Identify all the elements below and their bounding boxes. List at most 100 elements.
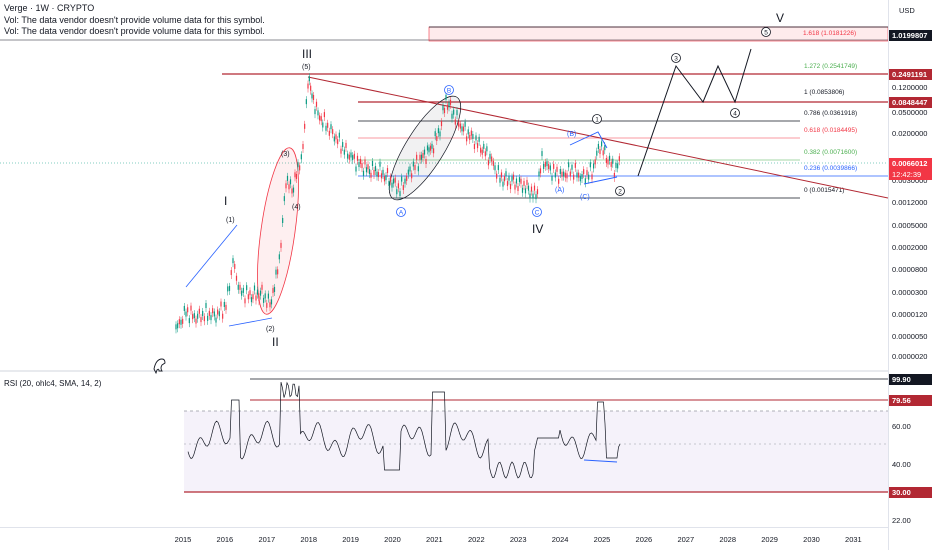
- svg-text:3: 3: [674, 56, 678, 63]
- candle-body: [263, 297, 265, 303]
- candle-body: [423, 149, 426, 155]
- price-tick: 0.0000020: [892, 352, 928, 361]
- candle-body: [613, 172, 615, 178]
- price-chart-pane[interactable]: 1.618 (1.0181226) 1.272 (0.2541749) 1 (0.0…: [0, 0, 888, 527]
- candle-body: [327, 122, 329, 128]
- candle-body: [394, 177, 396, 183]
- price-axis[interactable]: USD 0.1200000 0.0500000 0.0200000 0.0030000…: [888, 0, 932, 550]
- candle-body: [345, 142, 347, 148]
- price-tick: 0.0000050: [892, 332, 928, 341]
- descending-trendline[interactable]: [307, 76, 888, 199]
- candle-body: [451, 113, 453, 119]
- candle-body: [320, 116, 322, 122]
- svg-text:A: A: [399, 210, 404, 217]
- candle-body: [177, 323, 179, 329]
- candle-body: [563, 171, 565, 177]
- candle-body: [467, 129, 469, 135]
- candle-body: [397, 183, 399, 189]
- chart-legend: Verge · 1W · CRYPTO Vol: The data vendor…: [4, 3, 265, 38]
- candle-body: [275, 269, 277, 275]
- time-axis[interactable]: 2015 2016 2017 2018 2019 2020 2021 2022 2023 2024…: [0, 527, 888, 551]
- candle-body: [261, 284, 263, 290]
- candle-body: [610, 161, 612, 167]
- rsi-divergence-line[interactable]: [583, 459, 618, 463]
- candle-body: [554, 172, 556, 178]
- candle-body: [325, 125, 327, 131]
- candle-body: [270, 299, 273, 305]
- candle-body: [175, 324, 177, 330]
- wave-B-triangle-top[interactable]: [569, 131, 608, 149]
- rsi-tick-60: 60.00: [892, 422, 911, 431]
- candle-body: [207, 315, 209, 321]
- candle-body: [407, 169, 409, 175]
- candle-body: [212, 308, 214, 314]
- candle-body: [571, 164, 573, 170]
- candle-body: [213, 311, 215, 317]
- rsi-tick-40: 40.00: [892, 460, 911, 469]
- candle-body: [434, 131, 436, 137]
- wave-2-sub-label: (2): [266, 326, 275, 333]
- candle-body: [383, 176, 386, 182]
- rsi-title[interactable]: RSI (20, ohlc4, SMA, 14, 2): [4, 379, 102, 388]
- candle-body: [294, 172, 296, 178]
- year-tick: 2019: [342, 535, 359, 544]
- candle-body: [365, 167, 368, 173]
- candle-body: [244, 298, 246, 304]
- candle-body: [576, 172, 578, 178]
- candle-body: [559, 169, 561, 175]
- wave-C-triangle-bottom[interactable]: [583, 176, 618, 185]
- price-tick: 0.0000300: [892, 288, 928, 297]
- candle-body: [499, 177, 501, 183]
- candle-body: [556, 166, 558, 172]
- candle-body: [368, 169, 371, 175]
- currency-label[interactable]: USD: [899, 6, 915, 15]
- price-tick: 0.0000120: [892, 310, 928, 319]
- price-tick: 0.0500000: [892, 108, 928, 117]
- wave-3-sub-label: (3): [281, 151, 290, 158]
- year-tick: 2018: [300, 535, 318, 544]
- candle-body: [230, 270, 232, 276]
- candle-body: [246, 285, 248, 291]
- candle-body: [462, 126, 465, 132]
- candle-body: [446, 104, 449, 110]
- candle-body: [431, 143, 433, 149]
- candle-body: [518, 177, 521, 183]
- candle-body: [497, 165, 499, 171]
- symbol-line[interactable]: Verge · 1W · CRYPTO: [4, 3, 95, 13]
- fib-level-label: 0.236 (0.0039866): [804, 165, 857, 172]
- fib-extension[interactable]: [222, 26, 888, 199]
- candle-body: [193, 313, 195, 319]
- year-tick: 2017: [258, 535, 276, 544]
- wave-B-ellipse[interactable]: [377, 87, 473, 209]
- candle-body: [187, 307, 189, 313]
- candle-body: [295, 173, 298, 179]
- candle-body: [505, 171, 507, 177]
- candle-body: [302, 143, 304, 149]
- wave-2-channel[interactable]: [228, 317, 273, 327]
- wave-C-circle-label: C: [532, 207, 542, 217]
- candle-body: [618, 156, 620, 162]
- candle-body: [359, 158, 362, 164]
- candle-body: [228, 285, 231, 291]
- candle-body: [185, 311, 187, 317]
- candle-body: [437, 128, 439, 134]
- candle-body: [449, 99, 452, 105]
- candle-body: [569, 171, 571, 177]
- candle-body: [443, 108, 446, 114]
- candle-body: [234, 263, 236, 269]
- svg-text:5: 5: [764, 30, 768, 37]
- candle-body: [509, 184, 512, 190]
- candle-body: [350, 152, 352, 158]
- fib-level-label: 1.272 (0.2541749): [804, 63, 857, 70]
- candle-body: [385, 175, 387, 181]
- wave-1-channel[interactable]: [185, 224, 238, 288]
- wave-c4-circle-label: 4: [730, 108, 740, 118]
- wave-3-ellipse[interactable]: [249, 145, 306, 316]
- projection-path[interactable]: [637, 48, 752, 177]
- candle-body: [591, 174, 593, 180]
- candle-body: [272, 288, 274, 294]
- candle-body: [235, 275, 238, 281]
- candle-body: [543, 163, 545, 169]
- candle-body: [492, 160, 494, 166]
